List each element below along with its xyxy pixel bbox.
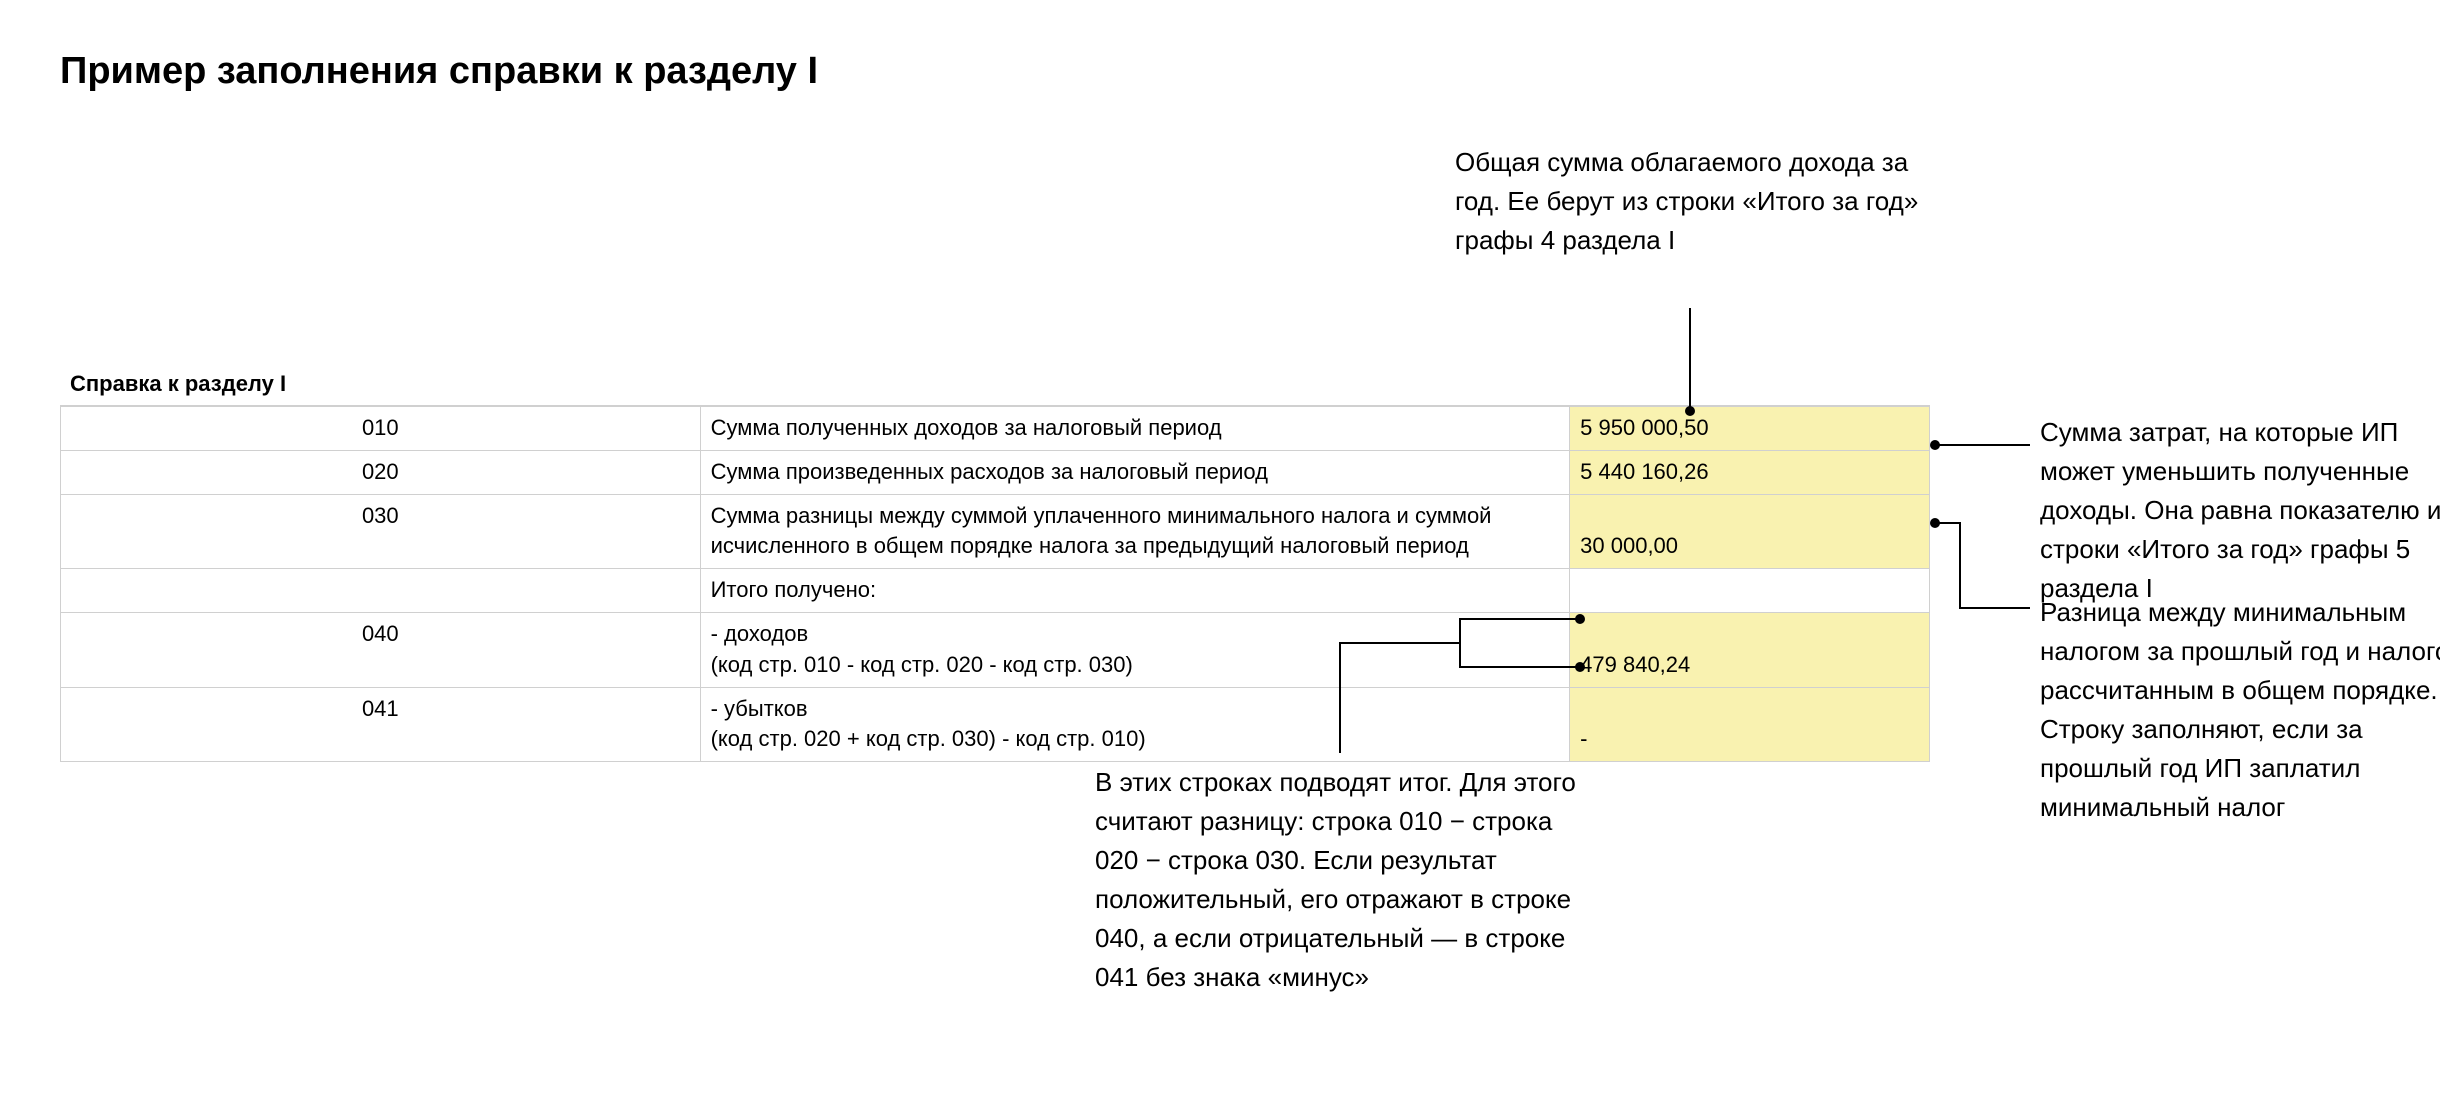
table-row: 010Сумма полученных доходов за налоговый… xyxy=(61,407,1930,451)
row-value: 5 950 000,50 xyxy=(1570,407,1930,451)
table-row: 020Сумма произведенных расходов за налог… xyxy=(61,450,1930,494)
row-description: Сумма произведенных расходов за налоговы… xyxy=(700,450,1570,494)
row-code: 010 xyxy=(61,407,701,451)
annotation-top: Общая сумма облагаемого дохода за год. Е… xyxy=(1455,143,1955,260)
table-row: Итого получено: xyxy=(61,569,1930,613)
row-code: 040 xyxy=(61,612,701,687)
row-code: 041 xyxy=(61,687,701,762)
row-description: Итого получено: xyxy=(700,569,1570,613)
document-container: Пример заполнения справки к разделу I Об… xyxy=(0,0,2440,1096)
row-value xyxy=(1570,569,1930,613)
reference-table: 010Сумма полученных доходов за налоговый… xyxy=(60,406,1930,762)
table-row: 041- убытков (код стр. 020 + код стр. 03… xyxy=(61,687,1930,762)
page-title: Пример заполнения справки к разделу I xyxy=(60,50,2380,93)
row-description: - доходов (код стр. 010 - код стр. 020 -… xyxy=(700,612,1570,687)
row-code: 030 xyxy=(61,494,701,569)
table-wrapper: Справка к разделу I 010Сумма полученных … xyxy=(60,363,1930,762)
table-row: 040- доходов (код стр. 010 - код стр. 02… xyxy=(61,612,1930,687)
row-description: Сумма разницы между суммой уплаченного м… xyxy=(700,494,1570,569)
row-value: 30 000,00 xyxy=(1570,494,1930,569)
row-description: - убытков (код стр. 020 + код стр. 030) … xyxy=(700,687,1570,762)
annotation-bottom-summary: В этих строках подводят итог. Для этого … xyxy=(1095,763,1595,997)
table-header: Справка к разделу I xyxy=(60,363,1930,406)
row-description: Сумма полученных доходов за налоговый пе… xyxy=(700,407,1570,451)
row-value: 479 840,24 xyxy=(1570,612,1930,687)
row-code: 020 xyxy=(61,450,701,494)
row-value: - xyxy=(1570,687,1930,762)
table-row: 030Сумма разницы между суммой уплаченног… xyxy=(61,494,1930,569)
row-code xyxy=(61,569,701,613)
annotation-right-difference: Разница между минимальным налогом за про… xyxy=(2040,593,2440,827)
annotation-right-expenses: Сумма затрат, на которые ИП может уменьш… xyxy=(2040,413,2440,608)
row-value: 5 440 160,26 xyxy=(1570,450,1930,494)
